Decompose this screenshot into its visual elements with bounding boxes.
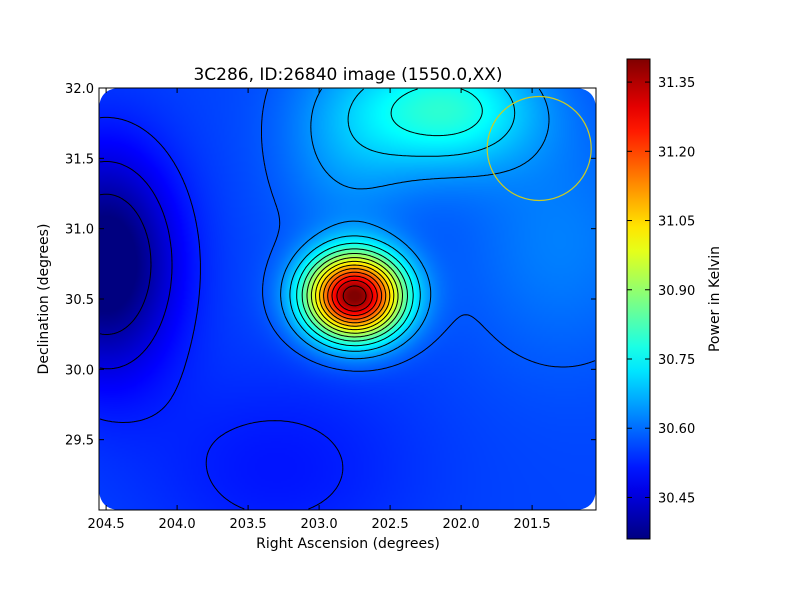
colorbar-axis: 30.45 30.60 30.75 30.90 31.05 31.20 31.35 — [627, 76, 695, 506]
contour-line-4 — [280, 88, 550, 360]
contour-line-3 — [261, 88, 596, 372]
y-axis: 29.5 30.0 30.5 31.0 31.5 32.0 — [65, 82, 596, 449]
contour-line-5 — [289, 88, 516, 352]
x-tick-label-3: 203.0 — [300, 517, 337, 532]
x-tick-label-4: 202.5 — [371, 517, 408, 532]
contour-line-2 — [99, 116, 344, 510]
frame-corner-1 — [574, 88, 596, 110]
contour-line-6 — [296, 88, 483, 347]
x-tick-label-6: 201.5 — [513, 517, 550, 532]
frame-corners — [99, 88, 596, 510]
y-tick-label-5: 32.0 — [65, 82, 94, 97]
x-axis: 204.5 204.0 203.5 203.0 202.5 202.0 201.5 — [87, 88, 551, 532]
y-tick-label-1: 30.0 — [65, 363, 94, 378]
colorbar-tick-label-5: 31.20 — [658, 145, 695, 160]
colorbar-tick-label-1: 30.60 — [658, 422, 695, 437]
frame-corner-2 — [99, 488, 121, 510]
x-tick-label-2: 203.5 — [229, 517, 266, 532]
heatmap-image — [99, 88, 596, 510]
x-tick-label-1: 204.0 — [158, 517, 195, 532]
y-tick-label-0: 29.5 — [65, 434, 94, 449]
chart-title: 3C286, ID:26840 image (1550.0,XX) — [193, 65, 502, 85]
contour-line-1 — [99, 161, 173, 370]
y-tick-label-3: 31.0 — [65, 223, 94, 238]
frame-corner-3 — [574, 488, 596, 510]
colorbar-frame — [626, 58, 651, 540]
y-axis-label: Declination (degrees) — [36, 224, 52, 375]
y-tick-label-2: 30.5 — [65, 293, 94, 308]
contour-line-10 — [315, 260, 395, 331]
contour-line-16 — [342, 285, 367, 307]
contour-line-13 — [327, 271, 383, 320]
colorbar-tick-label-0: 30.45 — [658, 491, 695, 506]
y-tick-label-4: 31.5 — [65, 152, 94, 167]
frame-corner-0 — [99, 88, 121, 110]
colorbar — [627, 59, 650, 539]
contour-line-9 — [310, 257, 399, 334]
contour-line-8 — [306, 253, 403, 338]
contour-line-14 — [331, 275, 378, 316]
colorbar-tick-label-2: 30.75 — [658, 353, 695, 368]
contour-lines — [99, 88, 596, 510]
contour-line-15 — [336, 279, 373, 312]
colorbar-tick-label-3: 30.90 — [658, 284, 695, 299]
colorbar-tick-label-4: 31.05 — [658, 215, 695, 230]
x-axis-label: Right Ascension (degrees) — [256, 536, 440, 552]
x-tick-label-0: 204.5 — [87, 517, 124, 532]
marker-circle — [486, 95, 592, 202]
contour-line-12 — [323, 268, 387, 324]
colorbar-tick-label-6: 31.35 — [658, 76, 695, 91]
colorbar-label: Power in Kelvin — [707, 246, 723, 352]
contour-line-11 — [319, 264, 391, 327]
contour-line-7 — [301, 248, 408, 342]
x-tick-label-5: 202.0 — [442, 517, 479, 532]
contour-line-0 — [99, 193, 152, 335]
